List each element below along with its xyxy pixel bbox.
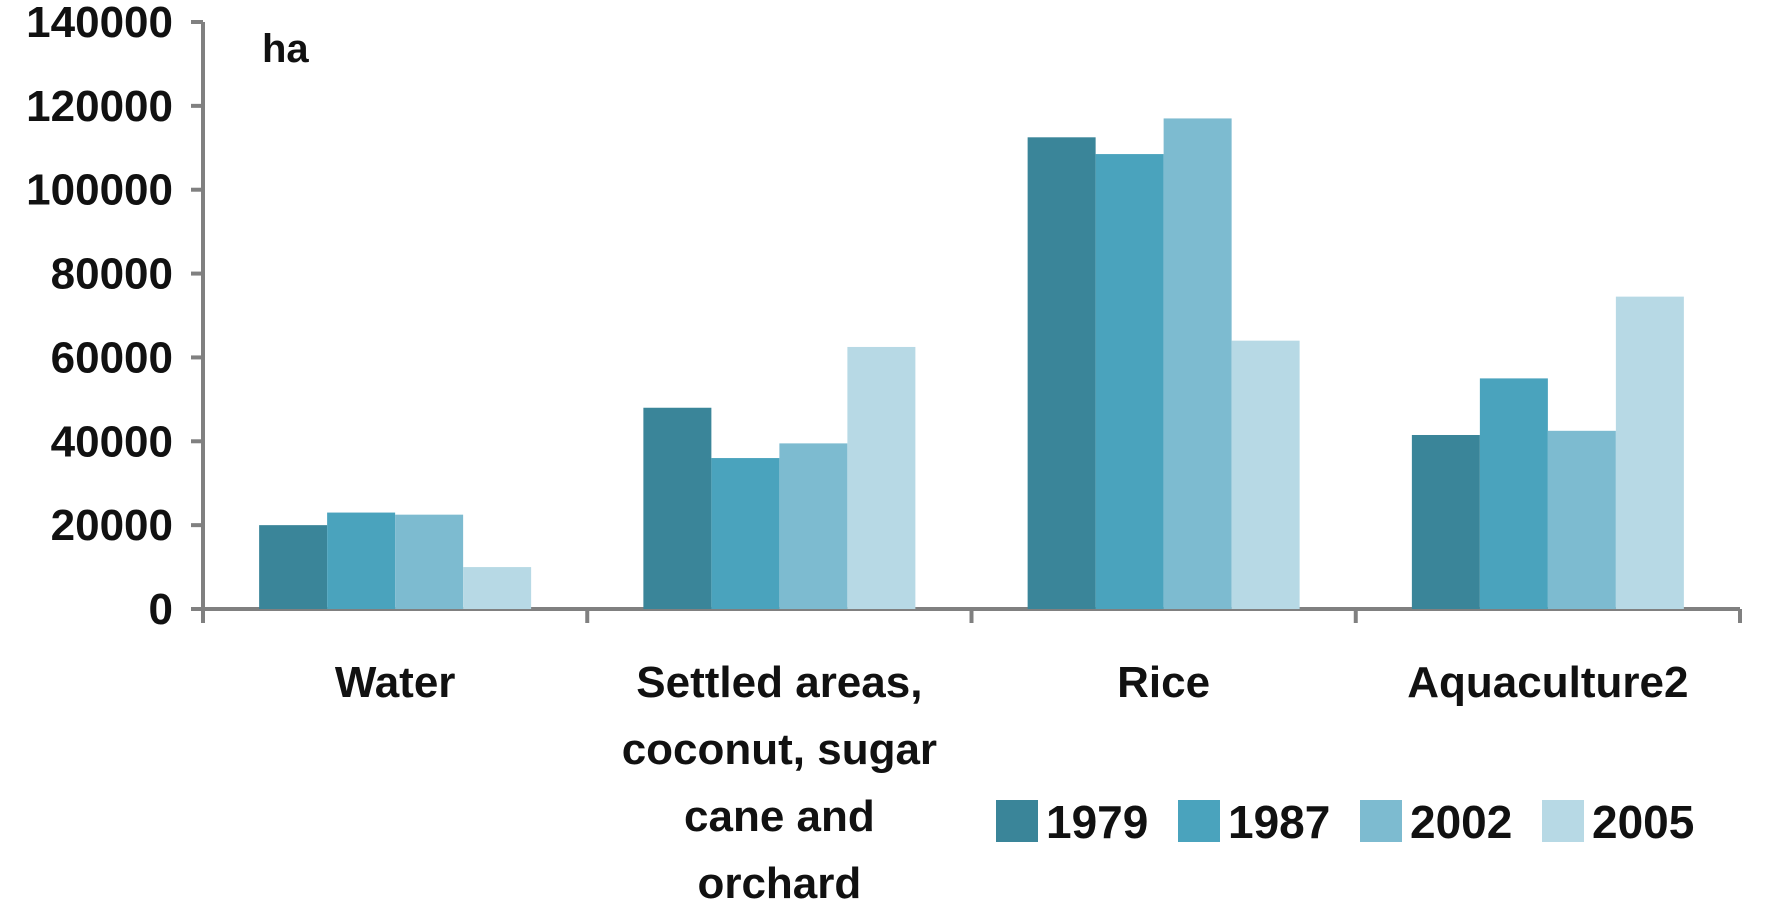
category-labels: Water Settled areas, coconut, sugar cane an… — [335, 658, 1689, 901]
y-tick-label: 80000 — [51, 250, 173, 299]
y-tick-label: 20000 — [51, 501, 173, 550]
legend-label-1979: 1979 — [1046, 796, 1148, 848]
y-tick-label: 120000 — [26, 82, 173, 131]
legend: 1979 1987 2002 2005 — [996, 796, 1694, 848]
legend-label-1987: 1987 — [1228, 796, 1330, 848]
bar-settled-2002 — [779, 443, 848, 609]
bar-rice-1987 — [1095, 154, 1164, 609]
bar-water-2005 — [463, 567, 532, 609]
bar-settled-1987 — [711, 458, 780, 609]
bar-rice-1979 — [1027, 137, 1096, 609]
bar-water-2002 — [395, 514, 464, 609]
bar-rice-2005 — [1231, 340, 1300, 609]
legend-swatch-1987 — [1178, 800, 1220, 842]
bar-aquaculture-1979 — [1411, 434, 1480, 609]
y-tick-label: 40000 — [51, 417, 173, 466]
bar-aquaculture-2002 — [1547, 430, 1616, 609]
legend-swatch-2005 — [1542, 800, 1584, 842]
legend-label-2005: 2005 — [1592, 796, 1694, 848]
y-tick-label: 140000 — [26, 0, 173, 47]
bars — [259, 118, 1684, 609]
y-tick-label: 60000 — [51, 333, 173, 382]
x-category-label: Water — [335, 658, 456, 707]
bar-water-1979 — [259, 525, 328, 609]
bar-aquaculture-2005 — [1615, 296, 1684, 609]
y-tick-label: 100000 — [26, 166, 173, 215]
y-tick-label: 0 — [149, 585, 173, 634]
x-category-label: orchard — [697, 859, 861, 901]
bar-aquaculture-1987 — [1479, 378, 1548, 609]
y-axis: 0 20000 40000 60000 80000 100000 120000 140000 — [26, 0, 205, 634]
bar-settled-1979 — [643, 407, 712, 609]
y-unit-label: ha — [262, 27, 309, 71]
bar-settled-2005 — [847, 346, 916, 609]
x-category-label: Aquaculture2 — [1407, 658, 1688, 707]
legend-swatch-2002 — [1360, 800, 1402, 842]
legend-label-2002: 2002 — [1410, 796, 1512, 848]
legend-swatch-1979 — [996, 800, 1038, 842]
x-category-label: cane and — [684, 792, 875, 841]
bar-water-1987 — [327, 512, 396, 609]
x-category-label: Settled areas, — [636, 658, 922, 707]
x-category-label: Rice — [1117, 658, 1210, 707]
x-category-label: coconut, sugar — [622, 725, 937, 774]
bar-rice-2002 — [1163, 118, 1232, 609]
x-axis — [201, 607, 1742, 623]
